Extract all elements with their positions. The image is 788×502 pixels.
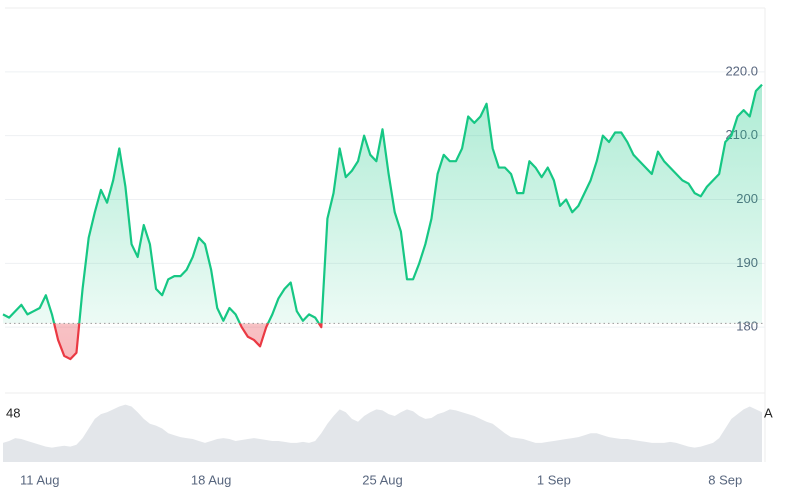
price-line-above [2, 83, 763, 324]
x-tick-label: 1 Sep [537, 472, 571, 487]
x-tick-label: 11 Aug [20, 472, 60, 487]
volume-label: 48 [6, 405, 20, 420]
y-tick-label: 220.0 [725, 63, 758, 78]
area-above [3, 84, 762, 324]
x-tick-label: 8 Sep [708, 472, 742, 487]
volume-label: A [764, 405, 773, 420]
x-tick-label: 18 Aug [191, 472, 232, 487]
volume-area [3, 404, 762, 462]
x-tick-label: 25 Aug [362, 472, 403, 487]
